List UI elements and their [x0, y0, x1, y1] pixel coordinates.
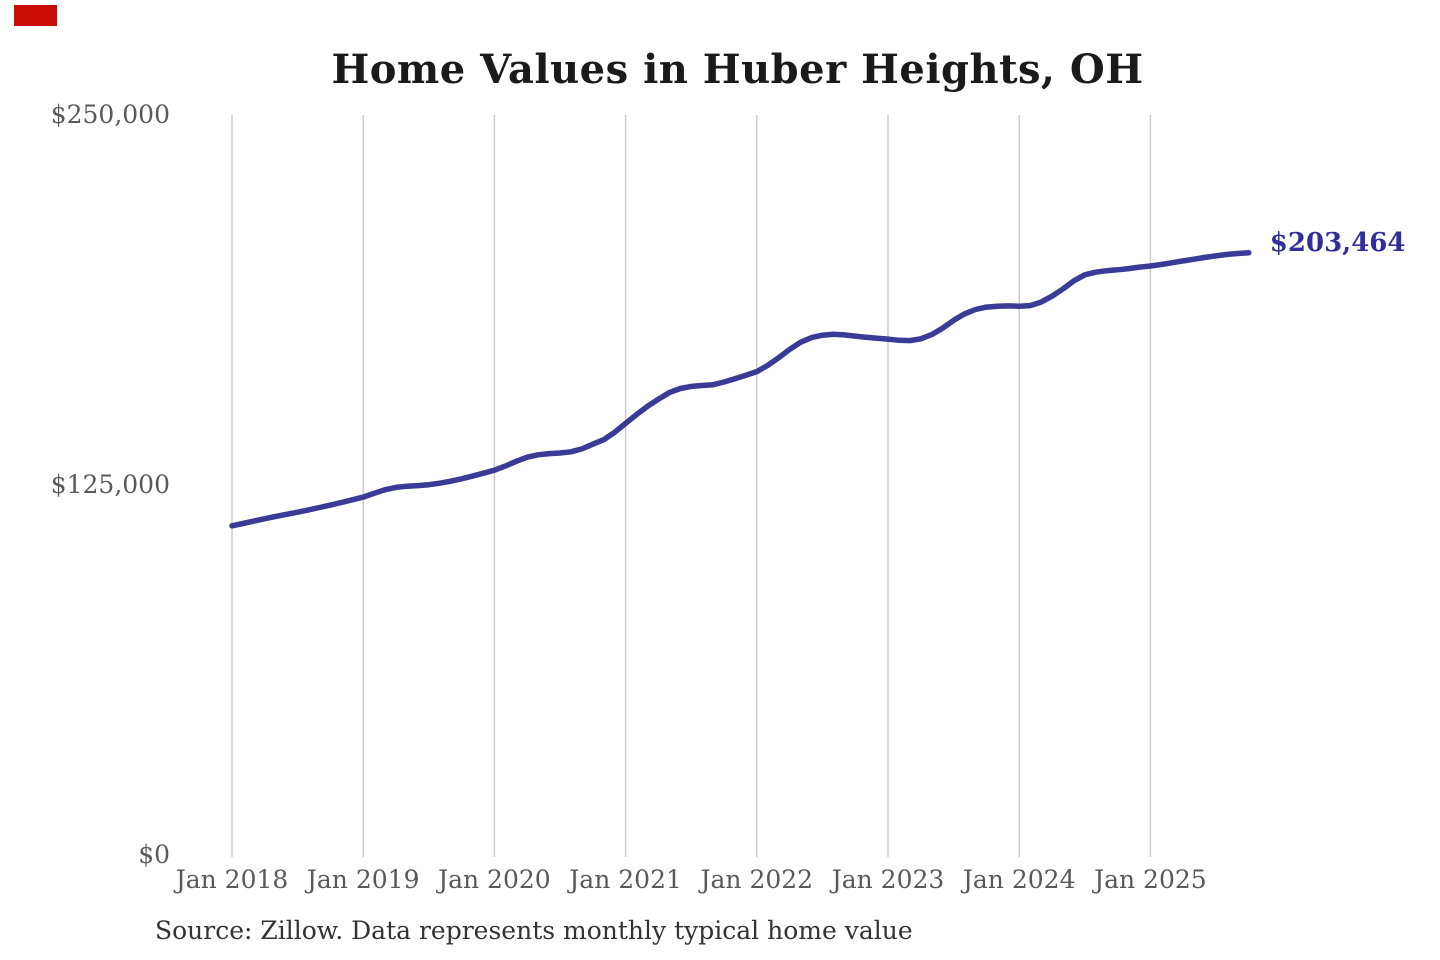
source-note: Source: Zillow. Data represents monthly … [155, 916, 913, 945]
x-tick-label: Jan 2022 [700, 865, 814, 894]
y-tick-label: $125,000 [50, 470, 170, 499]
latest-value-label: $203,464 [1269, 227, 1406, 258]
chart-title: Home Values in Huber Heights, OH [331, 46, 1144, 93]
y-tick-label: $250,000 [50, 100, 170, 129]
home-value-line [229, 249, 1252, 529]
x-tick-label: Jan 2023 [831, 865, 945, 894]
y-tick-label: $0 [138, 840, 170, 869]
x-tick-label: Jan 2020 [438, 865, 551, 894]
gridlines [231, 115, 1152, 857]
x-tick-label: Jan 2024 [962, 865, 1076, 894]
x-tick-label: Jan 2021 [569, 865, 682, 894]
red-rectangle-artifact [14, 5, 57, 26]
x-tick-label: Jan 2025 [1094, 865, 1207, 894]
x-tick-label: Jan 2018 [175, 865, 289, 894]
x-tick-label: Jan 2019 [306, 865, 420, 894]
